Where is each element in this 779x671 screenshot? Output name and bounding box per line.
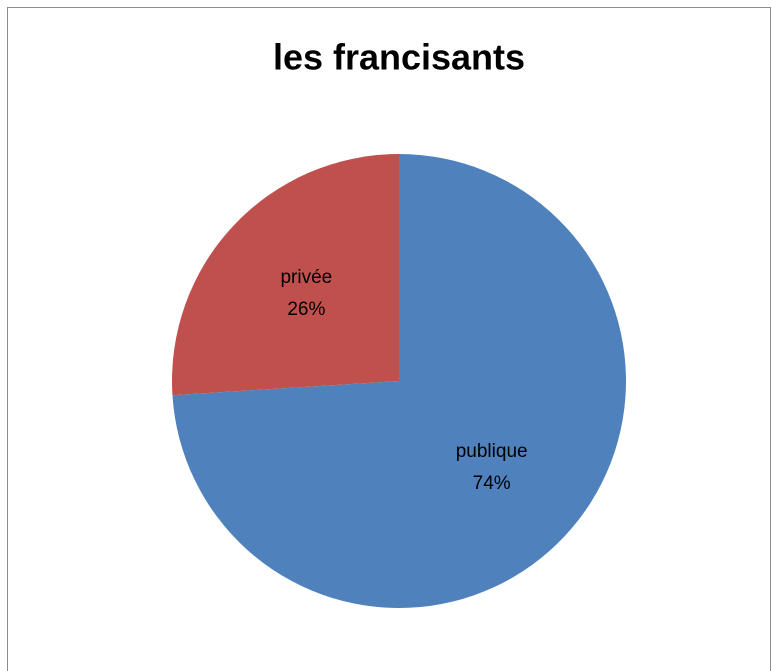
slice-value-label: 74%: [473, 473, 511, 494]
slice-value-label: 26%: [287, 299, 325, 320]
slice-category-label: publique: [456, 441, 528, 462]
slice-category-label: privée: [280, 267, 332, 288]
pie-slice: [172, 154, 399, 396]
pie-slice: [172, 154, 626, 608]
chart-title: les francisants: [273, 37, 525, 78]
